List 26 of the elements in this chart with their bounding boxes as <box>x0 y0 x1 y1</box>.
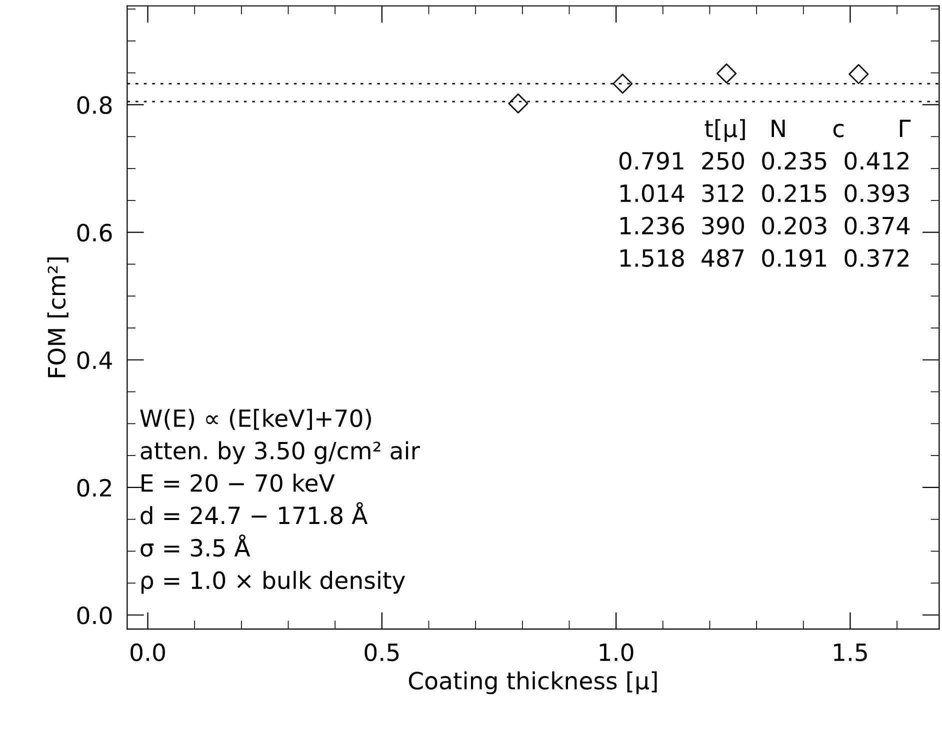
y-tick-label: 0.2 <box>77 478 111 497</box>
annotation: ρ = 1.0 × bulk density <box>141 570 406 594</box>
y-tick-label: 0.6 <box>77 224 112 242</box>
x-tick-label: 0.5 <box>364 643 399 662</box>
annotation: 1.518 487 0.191 0.372 <box>620 249 908 267</box>
y-tick-label: 0.0 <box>77 606 112 624</box>
x-axis-title: Coating thickness [μ] <box>408 671 657 694</box>
annotation: W(E) ∝ (E[keV]+70) <box>140 408 371 430</box>
annotation: t[μ] N c Γ <box>704 119 911 142</box>
point <box>716 63 737 84</box>
y-tick-label: 0.4 <box>77 351 112 370</box>
annotation: σ = 3.5 Å <box>140 534 250 557</box>
annotation: d = 24.7 − 171.8 Å <box>140 502 368 524</box>
point <box>612 74 633 94</box>
annotation: 1.014 312 0.215 0.393 <box>620 184 909 202</box>
annotation: 0.791 250 0.235 0.412 <box>619 152 908 170</box>
annotation: atten. by 3.50 g/cm² air <box>140 441 420 464</box>
point <box>848 64 869 84</box>
y-tick-label: 0.8 <box>77 96 112 114</box>
x-tick-label: 0.0 <box>130 643 165 662</box>
x-tick-label: 1.5 <box>834 644 867 662</box>
y-axis-title: FOM [cm²] <box>47 258 68 378</box>
point <box>508 93 528 114</box>
annotation: 1.236 390 0.203 0.374 <box>620 216 910 235</box>
x-tick-label: 1.0 <box>600 643 634 662</box>
annotation: E = 20 − 70 keV <box>142 474 335 492</box>
